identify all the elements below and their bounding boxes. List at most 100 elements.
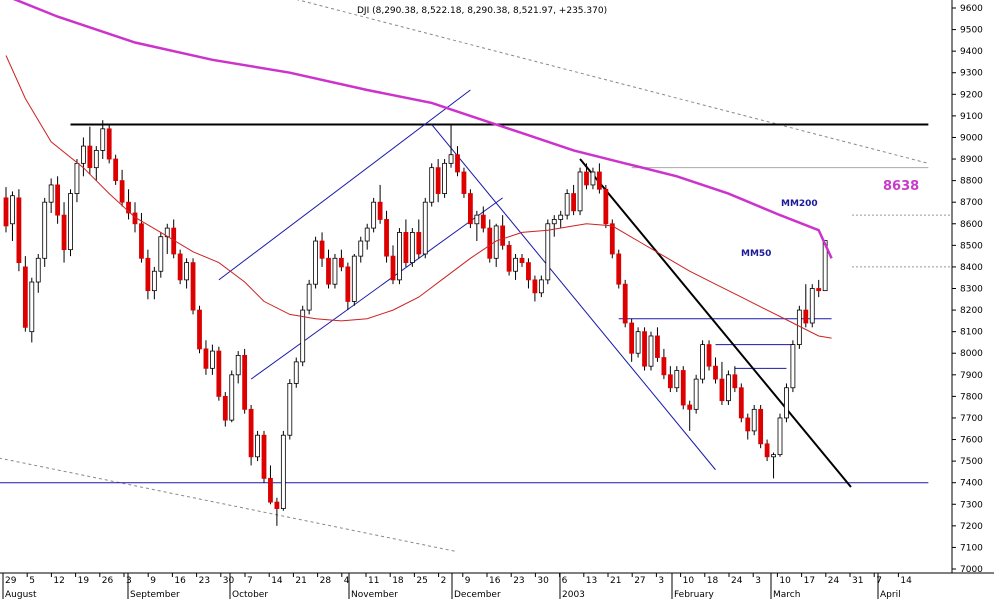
candle-body-down bbox=[384, 219, 389, 257]
month-label: September bbox=[130, 590, 180, 599]
candle bbox=[235, 351, 241, 384]
candle bbox=[700, 340, 705, 384]
candle bbox=[422, 197, 428, 259]
y-tick-label: 8200 bbox=[960, 306, 983, 316]
candle bbox=[364, 223, 370, 250]
candle bbox=[461, 167, 467, 198]
candle bbox=[313, 236, 319, 289]
y-tick-label: 8600 bbox=[960, 220, 983, 230]
candle-body-down bbox=[609, 223, 615, 255]
x-tick-label: 13 bbox=[586, 576, 597, 586]
x-tick-label: 26 bbox=[102, 576, 114, 586]
candle bbox=[487, 219, 493, 263]
x-tick-label: 16 bbox=[174, 576, 186, 586]
x-tick-label: 3 bbox=[126, 576, 132, 586]
candle-body-up bbox=[590, 171, 596, 186]
y-tick-label: 8800 bbox=[960, 177, 983, 187]
x-tick-label: 3 bbox=[658, 576, 664, 586]
month-label: November bbox=[351, 590, 398, 599]
candle bbox=[629, 318, 635, 362]
candle-body-down bbox=[345, 266, 351, 302]
candle bbox=[590, 167, 596, 190]
candle-body-down bbox=[719, 378, 725, 402]
y-tick-label: 9300 bbox=[960, 69, 983, 79]
candle bbox=[764, 439, 770, 462]
candle-body-up bbox=[577, 171, 583, 212]
candle-body-up bbox=[184, 262, 190, 281]
month-label: April bbox=[880, 590, 901, 599]
x-tick-label: 30 bbox=[537, 576, 549, 586]
candle bbox=[177, 249, 183, 285]
candle-body-up bbox=[371, 201, 377, 229]
x-tick-label: 31 bbox=[852, 576, 863, 586]
candle-body-up bbox=[209, 350, 215, 369]
candle-body-down bbox=[268, 477, 273, 503]
y-tick-label: 7400 bbox=[960, 479, 983, 489]
candle bbox=[255, 430, 260, 462]
candle-body-up bbox=[693, 378, 699, 410]
y-tick-label: 8500 bbox=[960, 241, 983, 251]
candle bbox=[113, 154, 119, 185]
candle-body-down bbox=[126, 201, 131, 214]
candle-body-up bbox=[306, 283, 312, 311]
candle-body-down bbox=[416, 231, 422, 255]
candle bbox=[642, 327, 647, 371]
candle-body-up bbox=[751, 408, 757, 432]
candle bbox=[35, 253, 41, 293]
candle bbox=[809, 284, 815, 328]
candle bbox=[500, 215, 506, 250]
candle bbox=[435, 159, 441, 203]
candle bbox=[197, 305, 202, 354]
candle-body-up bbox=[397, 231, 402, 281]
candle-body-up bbox=[313, 240, 319, 285]
x-tick-label: 11 bbox=[368, 576, 379, 586]
candle bbox=[519, 253, 525, 267]
candle bbox=[68, 189, 73, 257]
x-tick-label: 17 bbox=[804, 576, 815, 586]
x-tick-label: 24 bbox=[828, 576, 840, 586]
candle bbox=[455, 146, 460, 177]
y-tick-label: 7300 bbox=[960, 500, 983, 510]
candle bbox=[268, 465, 273, 505]
candle bbox=[74, 159, 80, 203]
candle bbox=[16, 189, 22, 272]
candle-body-down bbox=[222, 395, 228, 421]
candle-body-down bbox=[758, 408, 764, 445]
candle bbox=[609, 219, 615, 259]
candle bbox=[513, 253, 518, 280]
candle bbox=[119, 169, 125, 207]
candle-body-up bbox=[100, 128, 106, 151]
candle bbox=[48, 178, 54, 213]
candle-body-down bbox=[216, 350, 222, 397]
y-tick-label: 8700 bbox=[960, 198, 983, 208]
candle-body-down bbox=[667, 374, 673, 389]
candle-body-down bbox=[713, 365, 718, 380]
x-tick-label: 2 bbox=[441, 576, 447, 586]
candle bbox=[287, 379, 293, 440]
y-tick-label: 7100 bbox=[960, 543, 983, 553]
candle-body-down bbox=[113, 158, 119, 182]
candle-body-up bbox=[68, 193, 73, 251]
candle bbox=[3, 187, 9, 233]
candle-body-down bbox=[87, 145, 93, 169]
down-channel-line bbox=[431, 124, 716, 471]
candle-body-down bbox=[326, 257, 331, 285]
candle bbox=[713, 357, 718, 384]
candle bbox=[158, 232, 164, 278]
candle-body-down bbox=[603, 188, 609, 225]
candle bbox=[758, 405, 764, 449]
candle-body-up bbox=[809, 288, 815, 324]
candle bbox=[319, 232, 325, 267]
candle bbox=[409, 228, 415, 267]
candle bbox=[100, 120, 106, 160]
x-tick-label: 7 bbox=[247, 576, 253, 586]
candle-body-up bbox=[255, 434, 260, 458]
candle-body-up bbox=[29, 281, 35, 333]
x-tick-label: 16 bbox=[489, 576, 501, 586]
x-tick-label: 24 bbox=[731, 576, 743, 586]
candle bbox=[506, 241, 512, 276]
x-tick-label: 14 bbox=[271, 576, 283, 586]
x-tick-label: 10 bbox=[779, 576, 791, 586]
downtrend-line bbox=[579, 158, 852, 488]
